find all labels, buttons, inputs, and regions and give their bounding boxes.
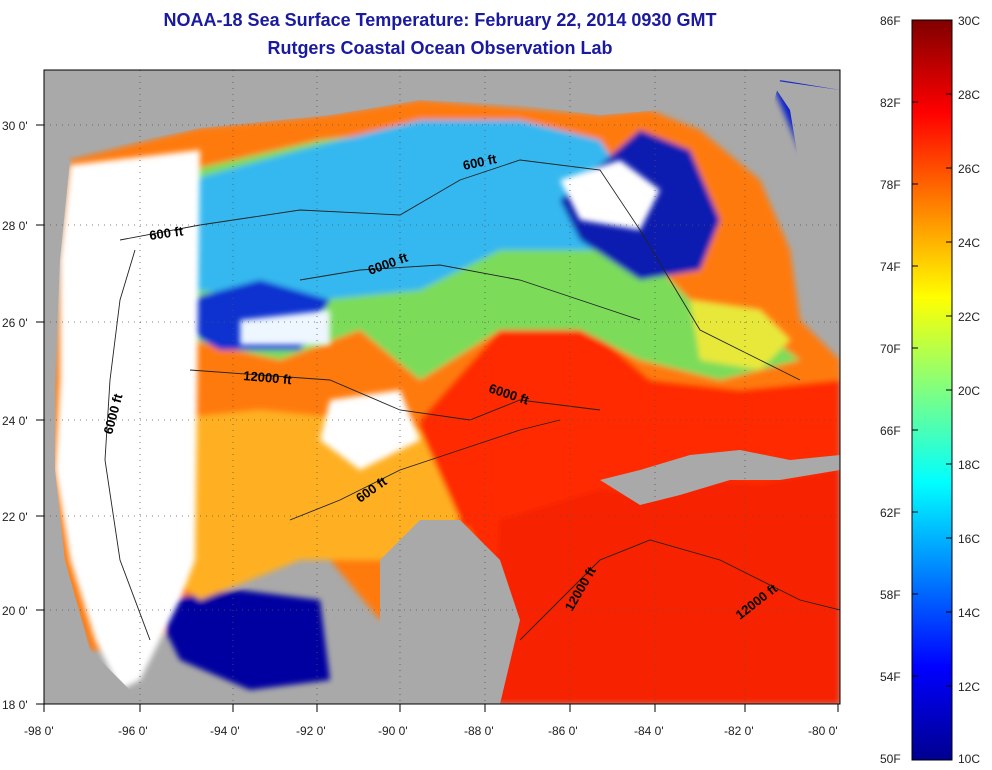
cloud-western-shelf xyxy=(55,150,200,690)
f-label: 50F xyxy=(880,752,901,766)
f-label: 62F xyxy=(880,506,901,520)
c-label: 30C xyxy=(958,14,980,28)
contour-600ft-yucatan xyxy=(289,419,561,521)
lat-label: 18 0' xyxy=(2,698,28,712)
lon-label: -82 0' xyxy=(724,724,754,738)
lat-label: 22 0' xyxy=(2,510,28,524)
lat-label: 20 0' xyxy=(2,604,28,618)
f-label: 66F xyxy=(880,424,901,438)
land-yucatan xyxy=(330,520,520,704)
contour-label-2: 600 ft xyxy=(462,151,499,173)
c-label: 18C xyxy=(958,458,980,472)
c-label: 12C xyxy=(958,680,980,694)
caribbean-water xyxy=(490,470,840,704)
lat-label: 30 0' xyxy=(2,119,28,133)
contour-6000ft-west xyxy=(104,249,151,641)
contour-label-4: 12000 ft xyxy=(243,368,293,387)
land-florida xyxy=(770,80,840,330)
c-label: 22C xyxy=(958,310,980,324)
land-usa-north xyxy=(44,70,840,160)
contour-6000ft-mid xyxy=(299,264,641,321)
c-label: 14C xyxy=(958,606,980,620)
c-label: 24C xyxy=(958,236,980,250)
cloud-mid xyxy=(240,310,330,345)
colorbar-gradient xyxy=(911,19,953,761)
lat-label: 26 0' xyxy=(2,316,28,330)
cool-band xyxy=(190,120,640,300)
lon-label: -96 0' xyxy=(118,724,148,738)
c-label: 20C xyxy=(958,384,980,398)
lon-label: -86 0' xyxy=(548,724,578,738)
contour-caribbean xyxy=(519,539,840,641)
lon-label: -88 0' xyxy=(464,724,494,738)
land-mexico-west xyxy=(44,160,160,704)
lat-label: 28 0' xyxy=(2,219,28,233)
map-frame xyxy=(43,69,841,705)
c-label: 28C xyxy=(958,88,980,102)
lon-label: -90 0' xyxy=(378,724,408,738)
land-cuba xyxy=(600,450,840,505)
cold-patch-bay xyxy=(150,590,330,690)
f-label: 58F xyxy=(880,588,901,602)
f-label: 86F xyxy=(880,14,901,28)
c-label: 26C xyxy=(958,162,980,176)
contour-600ft-north xyxy=(119,159,801,381)
f-label: 54F xyxy=(880,670,901,684)
map-subtitle: Rutgers Coastal Ocean Observation Lab xyxy=(267,38,613,58)
lon-label: -84 0' xyxy=(634,724,664,738)
f-label: 82F xyxy=(880,96,901,110)
south-florida-yellow xyxy=(690,300,790,370)
map-title: NOAA-18 Sea Surface Temperature: Februar… xyxy=(163,10,717,30)
f-label: 70F xyxy=(880,342,901,356)
c-label: 10C xyxy=(958,752,980,766)
c-label: 16C xyxy=(958,532,980,546)
lon-label: -94 0' xyxy=(210,724,240,738)
f-label: 74F xyxy=(880,260,901,274)
f-label: 78F xyxy=(880,178,901,192)
lon-label: -80 0' xyxy=(808,724,838,738)
contour-12000ft xyxy=(189,369,601,421)
contour-label-1: 600 ft xyxy=(148,223,184,243)
lon-label: -98 0' xyxy=(24,724,54,738)
cloud-ne xyxy=(560,160,660,230)
cloud-central xyxy=(320,390,420,470)
lon-label: -92 0' xyxy=(296,724,326,738)
lat-label: 24 0' xyxy=(2,414,28,428)
